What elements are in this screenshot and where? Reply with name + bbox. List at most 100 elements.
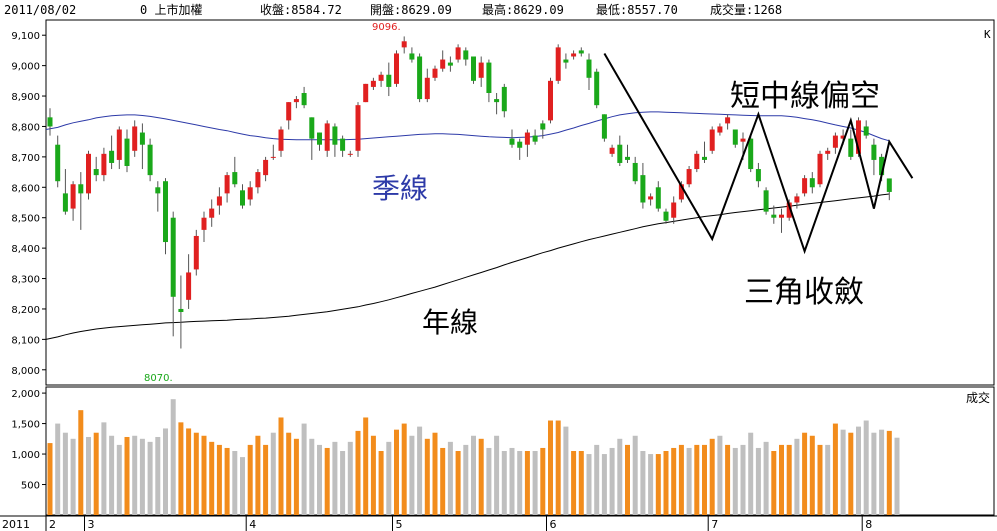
volume-bar	[93, 432, 99, 515]
volume-bar	[286, 432, 292, 515]
volume-bar	[524, 451, 530, 515]
candle-body	[632, 162, 638, 182]
volume-bar	[848, 432, 854, 515]
candle-body	[155, 187, 161, 194]
candle	[863, 120, 869, 139]
volume-bar	[186, 428, 192, 515]
volume-bar	[509, 447, 515, 515]
candle-body	[209, 208, 215, 218]
candle-body	[232, 172, 238, 185]
candle-body	[332, 126, 338, 145]
ma-quarter-label: 季線	[372, 172, 428, 205]
candle-body	[255, 172, 261, 188]
candle	[278, 126, 284, 157]
candle	[663, 208, 669, 224]
candle-body	[263, 159, 269, 176]
volume-bar	[293, 438, 299, 515]
candle-body	[548, 80, 553, 121]
candle-body	[424, 77, 430, 100]
volume-bar	[755, 447, 761, 515]
candle	[501, 83, 507, 118]
candle	[193, 229, 199, 276]
candle-body	[170, 217, 176, 297]
volume-bar	[155, 436, 161, 515]
volume-bar	[694, 444, 700, 515]
header-open: 開盤:8629.09	[370, 3, 452, 17]
volume-bar	[170, 399, 176, 515]
candle	[871, 138, 877, 176]
candle-body	[147, 144, 153, 176]
candle-body	[617, 144, 623, 163]
candle	[463, 47, 469, 66]
volume-bar	[386, 441, 392, 515]
candle-body	[193, 235, 199, 270]
volume-bar	[201, 435, 207, 515]
price-tick-label: 8,400	[11, 244, 40, 255]
header-high: 最高:8629.09	[482, 2, 564, 17]
volume-bar	[532, 451, 538, 515]
volume-tick-label: 2,000	[11, 389, 40, 400]
candle-body	[101, 153, 107, 176]
candle	[370, 77, 376, 90]
volume-bar	[817, 444, 823, 515]
volume-bar	[440, 447, 446, 515]
candle-body	[563, 59, 569, 63]
header-corner: K	[984, 28, 991, 41]
volume-bar	[779, 444, 784, 515]
volume-bar	[263, 444, 269, 515]
year-label: 2011	[2, 518, 30, 531]
price-tick-label: 8,100	[11, 335, 40, 346]
month-tick-label: 8	[865, 518, 872, 531]
month-tick-label: 2	[49, 518, 56, 531]
candle	[109, 135, 115, 170]
volume-bar	[601, 454, 607, 515]
candle	[540, 120, 546, 139]
candle	[355, 102, 361, 157]
volume-bar	[340, 451, 346, 515]
candle	[586, 53, 592, 90]
candle-body	[471, 56, 476, 81]
candle-body	[401, 41, 407, 48]
volume-bar	[863, 420, 869, 515]
volume-bar	[717, 435, 723, 515]
volume-bar	[124, 436, 130, 515]
candle	[301, 86, 307, 109]
candle	[748, 135, 754, 173]
volume-bar	[871, 432, 877, 515]
candle-body	[802, 178, 808, 194]
volume-bar	[686, 447, 692, 515]
volume-bar	[825, 444, 831, 515]
volume-bar	[640, 451, 646, 515]
volume-bar	[886, 430, 892, 515]
candle	[486, 59, 492, 103]
candle	[571, 50, 577, 60]
volume-bar	[317, 444, 322, 515]
header-close: 收盤:8584.72	[260, 3, 342, 17]
volume-bar	[471, 435, 476, 515]
candle	[732, 129, 738, 148]
candle-body	[501, 86, 507, 112]
price-tick-label: 8,800	[11, 122, 40, 133]
volume-bar	[209, 441, 215, 515]
candle	[286, 102, 292, 130]
candle-body	[463, 50, 469, 60]
candle-body	[109, 150, 115, 163]
candle-body	[832, 135, 838, 148]
candle-body	[386, 74, 392, 87]
candle-body	[578, 50, 584, 54]
volume-bar	[178, 422, 184, 515]
candle	[209, 199, 215, 227]
candle-body	[640, 175, 646, 203]
volume-bar	[763, 441, 769, 515]
volume-bar	[147, 441, 153, 515]
candle	[825, 147, 831, 160]
volume-bar	[478, 438, 484, 515]
candle-body	[840, 135, 846, 139]
volume-bar	[786, 444, 792, 515]
volume-bar	[424, 438, 430, 515]
header-date: 2011/08/02	[4, 3, 76, 17]
volume-bar	[78, 410, 84, 515]
volume-bar	[555, 420, 561, 515]
volume-bar	[86, 436, 91, 515]
price-tick-label: 8,900	[11, 92, 40, 103]
